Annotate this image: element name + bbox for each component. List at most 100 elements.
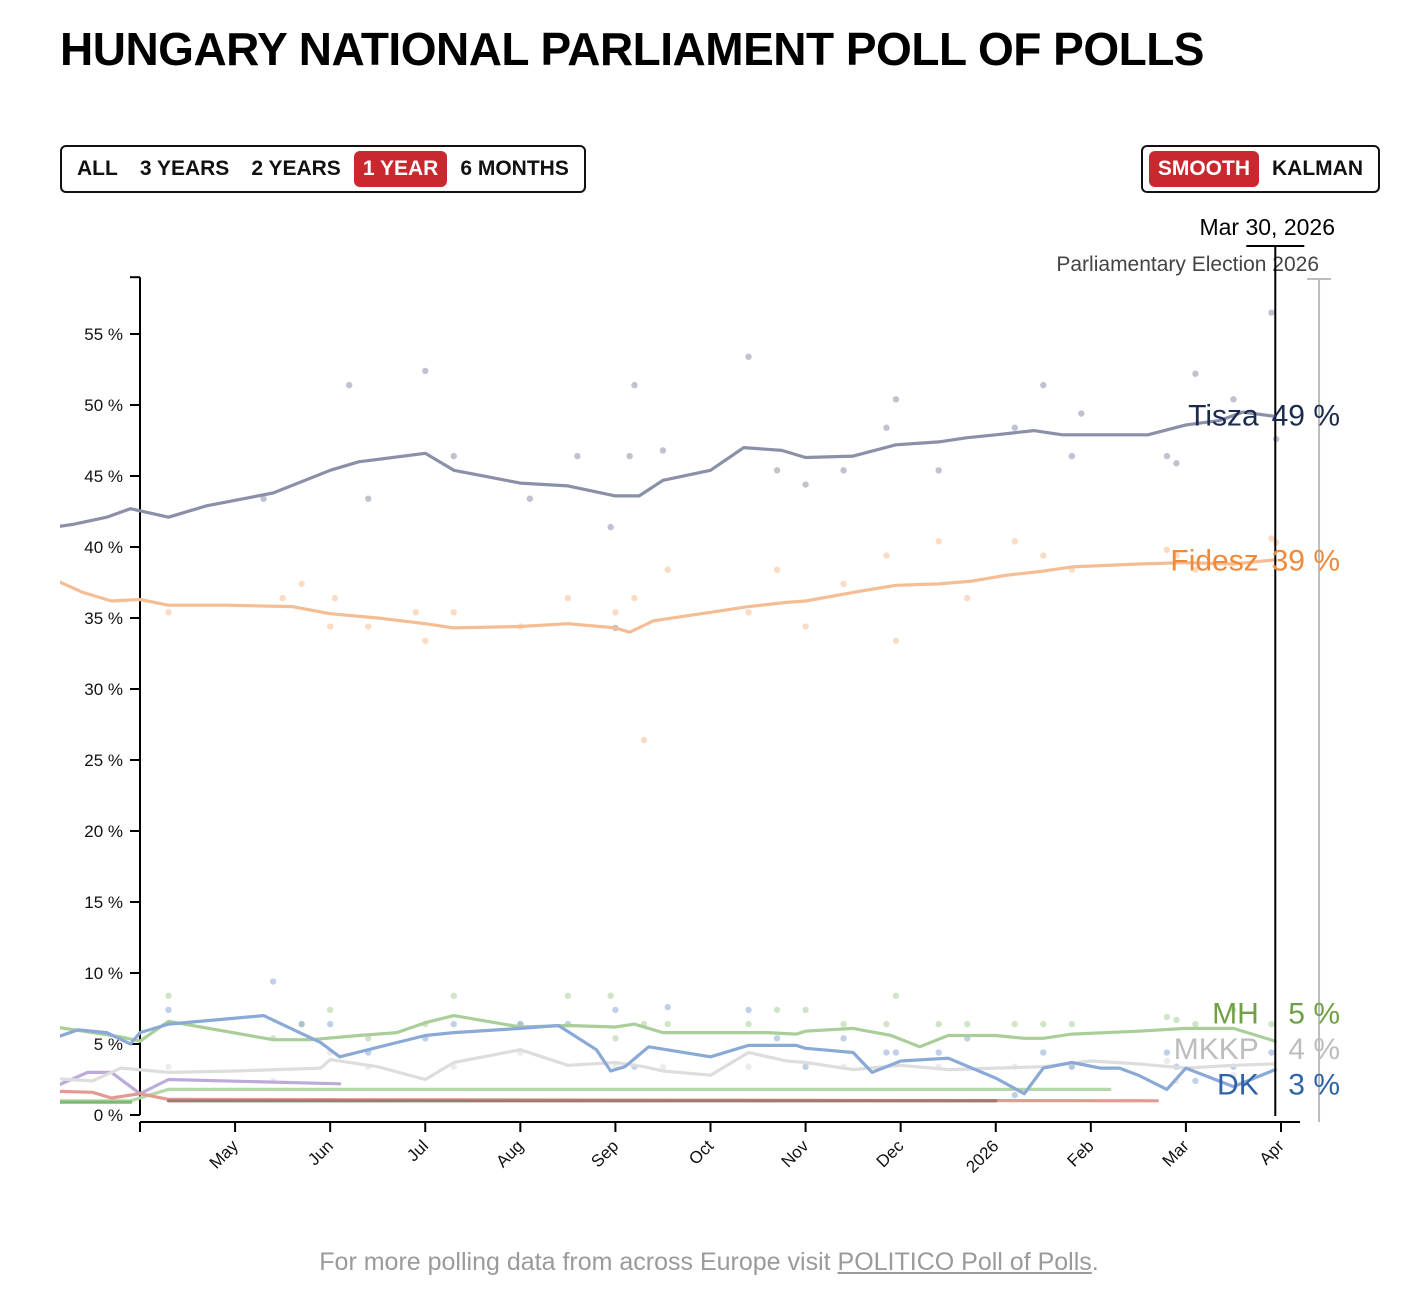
y-tick-label: 50 %: [84, 396, 123, 415]
dk-poll-point: [883, 1049, 890, 1056]
tisza-poll-point: [659, 447, 667, 454]
tisza-poll-point: [365, 495, 372, 502]
mh-poll-point: [564, 992, 572, 999]
y-tick-label: 45 %: [84, 467, 123, 486]
range-6-months-button[interactable]: 6 MONTHS: [460, 157, 569, 180]
fidesz-poll-point: [935, 538, 942, 545]
mh-poll-point: [1230, 1006, 1237, 1014]
minor-party-trend-line: [60, 1070, 342, 1096]
fidesz-poll-point: [802, 623, 809, 630]
mh-value-label: 5 %: [1288, 998, 1340, 1031]
dk-poll-point: [935, 1049, 942, 1056]
tisza-poll-point: [1040, 381, 1047, 389]
tisza-poll-point: [345, 381, 353, 389]
dk-poll-point: [802, 1063, 809, 1070]
dk-poll-point: [1011, 1091, 1018, 1099]
tisza-poll-point: [526, 495, 534, 502]
dk-poll-point: [892, 1049, 900, 1056]
poll-chart[interactable]: 0 % 5 % 10 % 15 % 20 % 25 % 30 % 35 % 40 % 45 % 50…: [0, 210, 1418, 1230]
dk-poll-point: [1192, 1077, 1199, 1085]
fidesz-poll-point: [1163, 546, 1171, 554]
dk-poll-point: [326, 1020, 334, 1028]
fidesz-poll-point: [450, 609, 457, 616]
x-tick-label: May: [206, 1136, 242, 1172]
mh-poll-point: [1163, 1013, 1171, 1021]
tisza-poll-point: [626, 452, 633, 460]
mkkp-poll-point: [1230, 1072, 1237, 1079]
tisza-poll-point: [745, 353, 752, 360]
page-title: HUNGARY NATIONAL PARLIAMENT POLL OF POLL…: [60, 23, 1205, 75]
range-3-years-button[interactable]: 3 YEARS: [139, 157, 230, 180]
dk-poll-point: [664, 1003, 671, 1011]
tisza-poll-point: [574, 452, 581, 460]
election-label: Parliamentary Election 2026: [1056, 253, 1319, 276]
tisza-name-label: Tisza: [1188, 400, 1259, 433]
range-1-year-button[interactable]: 1 YEAR: [353, 151, 448, 187]
tisza-poll-point: [1192, 370, 1199, 377]
dk-poll-point: [450, 1020, 457, 1028]
dk-poll-point: [773, 1035, 781, 1042]
tisza-poll-point: [1230, 396, 1237, 403]
fidesz-poll-point: [1192, 566, 1199, 573]
mh-poll-point: [664, 1020, 671, 1028]
fidesz-poll-point: [664, 566, 671, 573]
mkkp-poll-point: [1163, 1057, 1171, 1065]
mh-poll-point: [840, 1020, 847, 1028]
mh-trend-line: [60, 1013, 1277, 1049]
mh-poll-point: [607, 992, 614, 999]
range-all-button[interactable]: ALL: [77, 157, 118, 180]
fidesz-poll-point: [326, 623, 334, 630]
mh-poll-point: [935, 1020, 942, 1028]
mh-poll-point: [1192, 1020, 1199, 1028]
x-tick-label: Sep: [587, 1136, 622, 1171]
y-tick-label: 35 %: [84, 609, 123, 628]
x-tick-label: 2026: [962, 1136, 1002, 1176]
tisza-value-label: 49 %: [1272, 400, 1340, 433]
fidesz-poll-point: [1268, 535, 1275, 542]
mh-poll-point: [964, 1020, 971, 1028]
y-tick-label: 55 %: [84, 325, 123, 344]
mh-poll-point: [1040, 1020, 1047, 1028]
fidesz-poll-point: [840, 580, 847, 588]
y-tick-label: 20 %: [84, 822, 123, 841]
smooth-button[interactable]: SMOOTH: [1148, 151, 1260, 187]
tisza-poll-point: [422, 367, 429, 375]
fidesz-poll-point: [773, 566, 781, 573]
fidesz-poll-point: [1011, 538, 1018, 545]
x-tick-label: Nov: [778, 1136, 813, 1171]
method-selector: SMOOTH KALMAN: [1140, 145, 1380, 193]
tisza-poll-point: [883, 424, 890, 431]
dk-trend-line: [60, 1013, 1277, 1096]
footer-text: For more polling data from across Europe…: [319, 1248, 838, 1276]
y-tick-label: 10 %: [84, 964, 123, 983]
tisza-poll-point: [607, 523, 614, 531]
x-tick-label: Dec: [873, 1136, 908, 1171]
time-range-selector: ALL 3 YEARS 2 YEARS 1 YEAR 6 MONTHS: [60, 145, 586, 193]
date-cursor-label: Mar 30, 2026: [1199, 214, 1335, 240]
y-tick-label: 25 %: [84, 751, 123, 770]
dk-value-label: 3 %: [1288, 1069, 1340, 1102]
y-tick-label: 0 %: [94, 1106, 123, 1125]
y-tick-label: 40 %: [84, 538, 123, 557]
fidesz-poll-point: [365, 623, 372, 630]
dk-poll-point: [1040, 1049, 1047, 1056]
dk-poll-point: [840, 1035, 847, 1042]
tisza-trend-line: [60, 410, 1277, 528]
range-2-years-button[interactable]: 2 YEARS: [251, 157, 341, 180]
fidesz-poll-point: [564, 594, 572, 602]
tisza-poll-point: [892, 396, 900, 403]
x-tick-label: Feb: [1064, 1136, 1098, 1170]
mh-poll-point: [1268, 1020, 1275, 1028]
dk-poll-point: [1068, 1063, 1076, 1070]
mh-poll-point: [1068, 1020, 1076, 1028]
y-tick-label: 30 %: [84, 680, 123, 699]
tisza-poll-point: [1078, 410, 1085, 417]
fidesz-poll-point: [298, 580, 305, 588]
fidesz-poll-point: [631, 594, 638, 602]
mh-poll-point: [450, 992, 457, 999]
y-tick-label: 5 %: [94, 1035, 123, 1054]
mh-poll-point: [165, 992, 172, 999]
fidesz-poll-point: [422, 637, 429, 644]
poll-of-polls-link[interactable]: POLITICO Poll of Polls: [837, 1248, 1092, 1276]
kalman-button[interactable]: KALMAN: [1272, 157, 1363, 180]
